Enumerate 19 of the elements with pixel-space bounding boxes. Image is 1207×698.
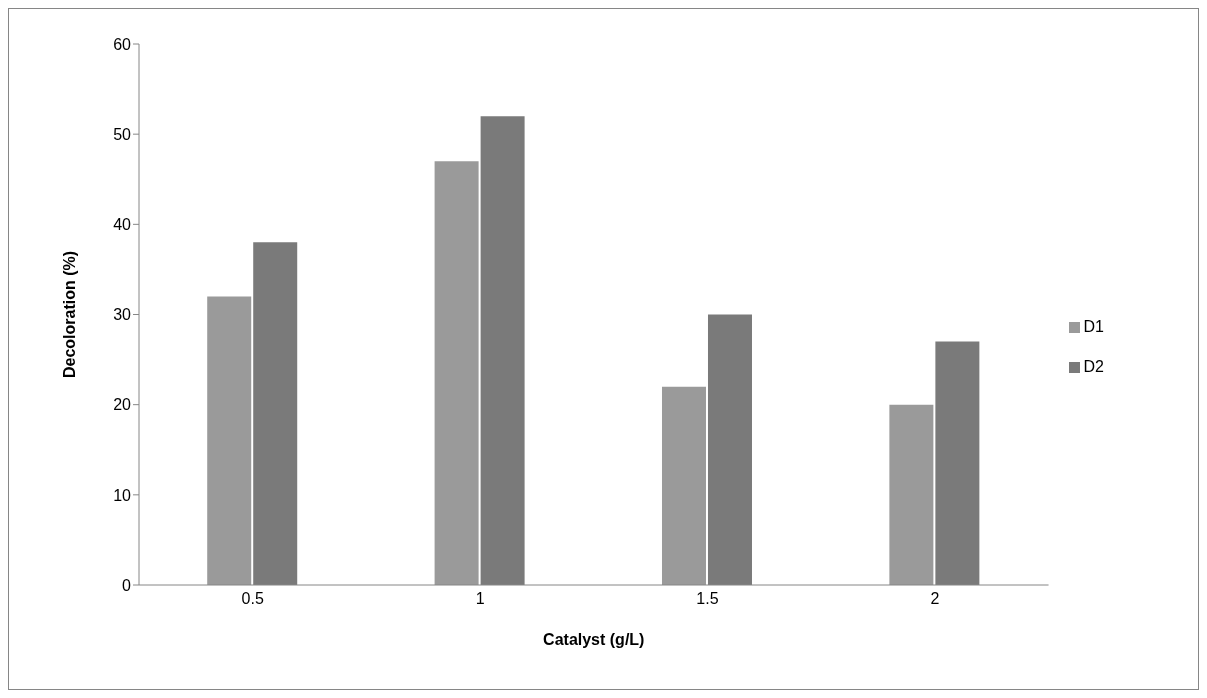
y-tick-label: 30 (113, 306, 132, 324)
x-axis-title: Catalyst (g/L) (543, 631, 645, 648)
legend-label: D1 (1083, 318, 1104, 335)
x-tick-label: 0.5 (241, 590, 264, 608)
y-tick-label: 40 (113, 216, 132, 234)
bar (889, 404, 934, 585)
legend-label: D2 (1083, 358, 1104, 375)
bar (661, 386, 706, 585)
bar (207, 296, 252, 585)
y-axis-title: Decoloration (%) (60, 250, 78, 379)
bar (434, 161, 479, 585)
y-tick-label: 0 (122, 576, 132, 594)
y-tick-label: 50 (113, 125, 132, 143)
y-tick-label: 60 (113, 35, 132, 53)
x-tick-label: 1.5 (696, 590, 719, 608)
x-tick-label: 2 (930, 590, 940, 608)
y-tick-label: 10 (113, 486, 132, 504)
x-tick-label: 1 (475, 590, 485, 608)
y-tick-label: 20 (113, 396, 132, 414)
